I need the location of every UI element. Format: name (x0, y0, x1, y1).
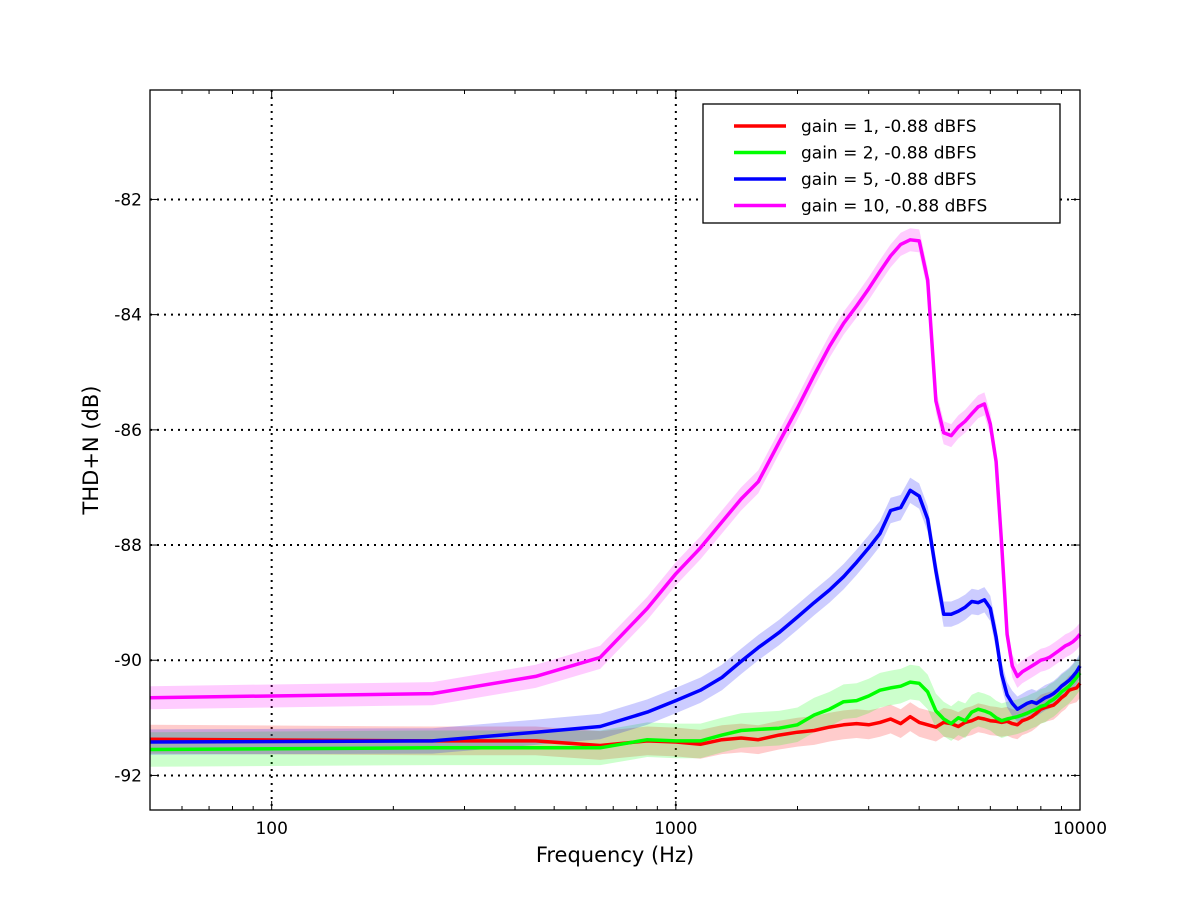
series-line-3 (149, 488, 1082, 744)
y-tick-label: -86 (114, 421, 142, 441)
x-tick-label: 1000 (654, 819, 697, 839)
y-tick-label: -88 (114, 536, 142, 556)
y-tick-label: -92 (114, 766, 142, 786)
legend-label-1: gain = 1, -0.88 dBFS (801, 117, 977, 137)
legend-label-3: gain = 5, -0.88 dBFS (801, 170, 977, 190)
series-lines (149, 238, 1082, 752)
legend-label-2: gain = 2, -0.88 dBFS (801, 144, 977, 164)
y-tick-label: -90 (114, 651, 142, 671)
plot-frame (149, 89, 1081, 811)
series-line-4 (149, 238, 1082, 700)
y-axis-label: THD+N (dB) (79, 386, 103, 516)
legend-box (702, 103, 1061, 224)
y-tick-label: -84 (114, 306, 142, 326)
legend: gain = 1, -0.88 dBFS gain = 2, -0.88 dBFS… (702, 103, 1061, 224)
series-line-1 (149, 682, 1082, 748)
legend-label-4: gain = 10, -0.88 dBFS (801, 197, 987, 217)
series-line-2 (149, 671, 1082, 752)
y-tick-label: -82 (114, 190, 142, 210)
x-tick-label: 10000 (1053, 819, 1107, 839)
axis-ticks (150, 90, 1081, 810)
grid (150, 90, 1080, 810)
tick-labels: 100 1000 10000 -82 -84 -86 -88 -90 -92 (114, 190, 1107, 839)
series-band-1 (150, 668, 1080, 760)
x-tick-label: 100 (255, 819, 287, 839)
x-axis-label: Frequency (Hz) (536, 843, 694, 867)
